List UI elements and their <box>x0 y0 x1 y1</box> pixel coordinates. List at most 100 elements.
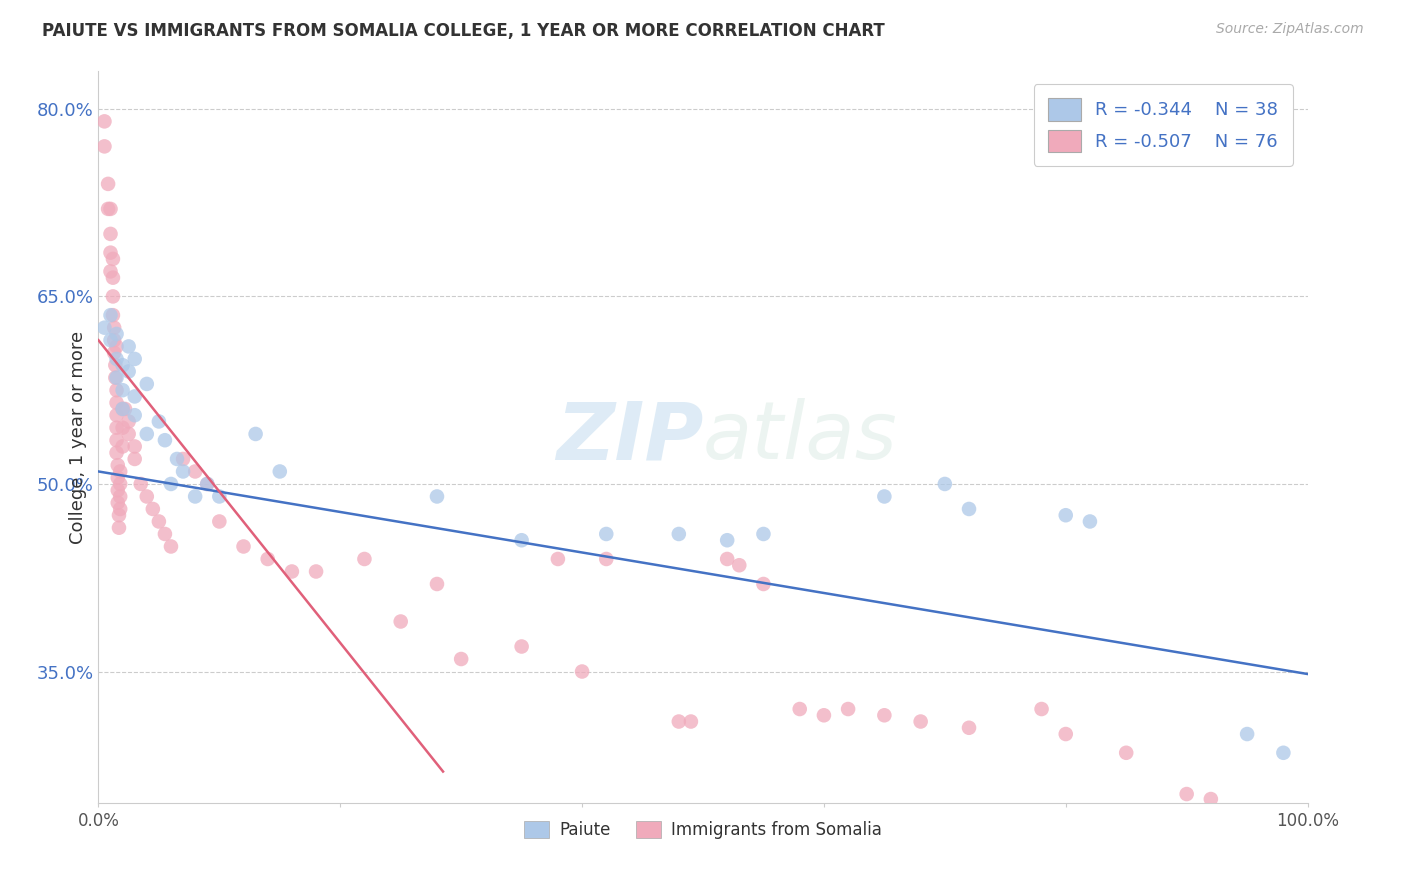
Point <box>124 351 146 366</box>
Point <box>160 540 183 554</box>
Point <box>93 114 115 128</box>
Point <box>111 401 134 416</box>
Point <box>105 420 128 434</box>
Point <box>103 333 125 347</box>
Point <box>752 527 775 541</box>
Point <box>108 477 131 491</box>
Point <box>97 177 120 191</box>
Point <box>153 527 176 541</box>
Point <box>595 552 617 566</box>
Point <box>105 370 128 384</box>
Point <box>281 565 304 579</box>
Point <box>1054 508 1077 523</box>
Point <box>135 376 157 391</box>
Point <box>103 320 125 334</box>
Point <box>124 452 146 467</box>
Point <box>1078 515 1101 529</box>
Point <box>789 702 811 716</box>
Point <box>108 521 131 535</box>
Point <box>172 465 194 479</box>
Point <box>232 540 254 554</box>
Point <box>111 440 134 454</box>
Point <box>100 333 122 347</box>
Point <box>148 414 170 428</box>
Point <box>100 245 122 260</box>
Point <box>1175 787 1198 801</box>
Point <box>595 527 617 541</box>
Point <box>101 308 124 322</box>
Point <box>668 527 690 541</box>
Point <box>118 426 141 441</box>
Point <box>100 227 122 241</box>
Point <box>101 252 124 266</box>
Point <box>148 515 170 529</box>
Text: atlas: atlas <box>703 398 898 476</box>
Point <box>245 426 267 441</box>
Point <box>728 558 751 573</box>
Point <box>101 289 124 303</box>
Point <box>135 426 157 441</box>
Point <box>716 533 738 548</box>
Point <box>105 339 128 353</box>
Point <box>208 515 231 529</box>
Point <box>142 502 165 516</box>
Point <box>389 615 412 629</box>
Point <box>1199 792 1222 806</box>
Point <box>1236 727 1258 741</box>
Point <box>111 420 134 434</box>
Point <box>934 477 956 491</box>
Point <box>118 339 141 353</box>
Point <box>104 370 127 384</box>
Point <box>166 452 188 467</box>
Point <box>668 714 690 729</box>
Point <box>105 446 128 460</box>
Point <box>571 665 593 679</box>
Point <box>1054 727 1077 741</box>
Text: Source: ZipAtlas.com: Source: ZipAtlas.com <box>1216 22 1364 37</box>
Point <box>256 552 278 566</box>
Point <box>353 552 375 566</box>
Point <box>108 502 131 516</box>
Point <box>114 401 136 416</box>
Point <box>135 490 157 504</box>
Point <box>547 552 569 566</box>
Point <box>873 490 896 504</box>
Point <box>1031 702 1053 716</box>
Point <box>124 408 146 422</box>
Point <box>1272 746 1295 760</box>
Point <box>104 358 127 372</box>
Point <box>153 434 176 448</box>
Point <box>873 708 896 723</box>
Point <box>93 139 115 153</box>
Point <box>100 308 122 322</box>
Point <box>111 383 134 397</box>
Point <box>160 477 183 491</box>
Point <box>716 552 738 566</box>
Point <box>184 465 207 479</box>
Point <box>813 708 835 723</box>
Point <box>426 577 449 591</box>
Point <box>93 320 115 334</box>
Point <box>108 508 131 523</box>
Point <box>910 714 932 729</box>
Point <box>108 490 131 504</box>
Point <box>118 414 141 428</box>
Point <box>105 395 128 409</box>
Point <box>510 533 533 548</box>
Point <box>195 477 218 491</box>
Point <box>426 490 449 504</box>
Point <box>105 383 128 397</box>
Point <box>118 364 141 378</box>
Point <box>97 202 120 216</box>
Point <box>269 465 291 479</box>
Text: PAIUTE VS IMMIGRANTS FROM SOMALIA COLLEGE, 1 YEAR OR MORE CORRELATION CHART: PAIUTE VS IMMIGRANTS FROM SOMALIA COLLEG… <box>42 22 884 40</box>
Point <box>172 452 194 467</box>
Point <box>107 458 129 473</box>
Y-axis label: College, 1 year or more: College, 1 year or more <box>69 331 87 543</box>
Point <box>1115 746 1137 760</box>
Point <box>101 270 124 285</box>
Point <box>305 565 328 579</box>
Point <box>108 465 131 479</box>
Point <box>111 401 134 416</box>
Point <box>450 652 472 666</box>
